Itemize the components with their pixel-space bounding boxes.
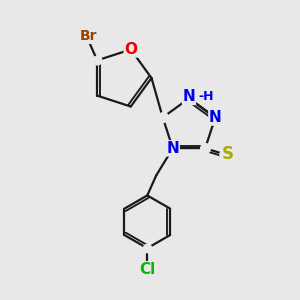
Text: Cl: Cl [139,262,155,277]
Text: Br: Br [80,29,98,44]
Text: N: N [167,141,179,156]
Text: -H: -H [199,90,214,104]
Text: S: S [222,145,234,163]
Text: N: N [209,110,222,125]
Text: N: N [183,89,195,104]
Text: O: O [124,42,137,57]
